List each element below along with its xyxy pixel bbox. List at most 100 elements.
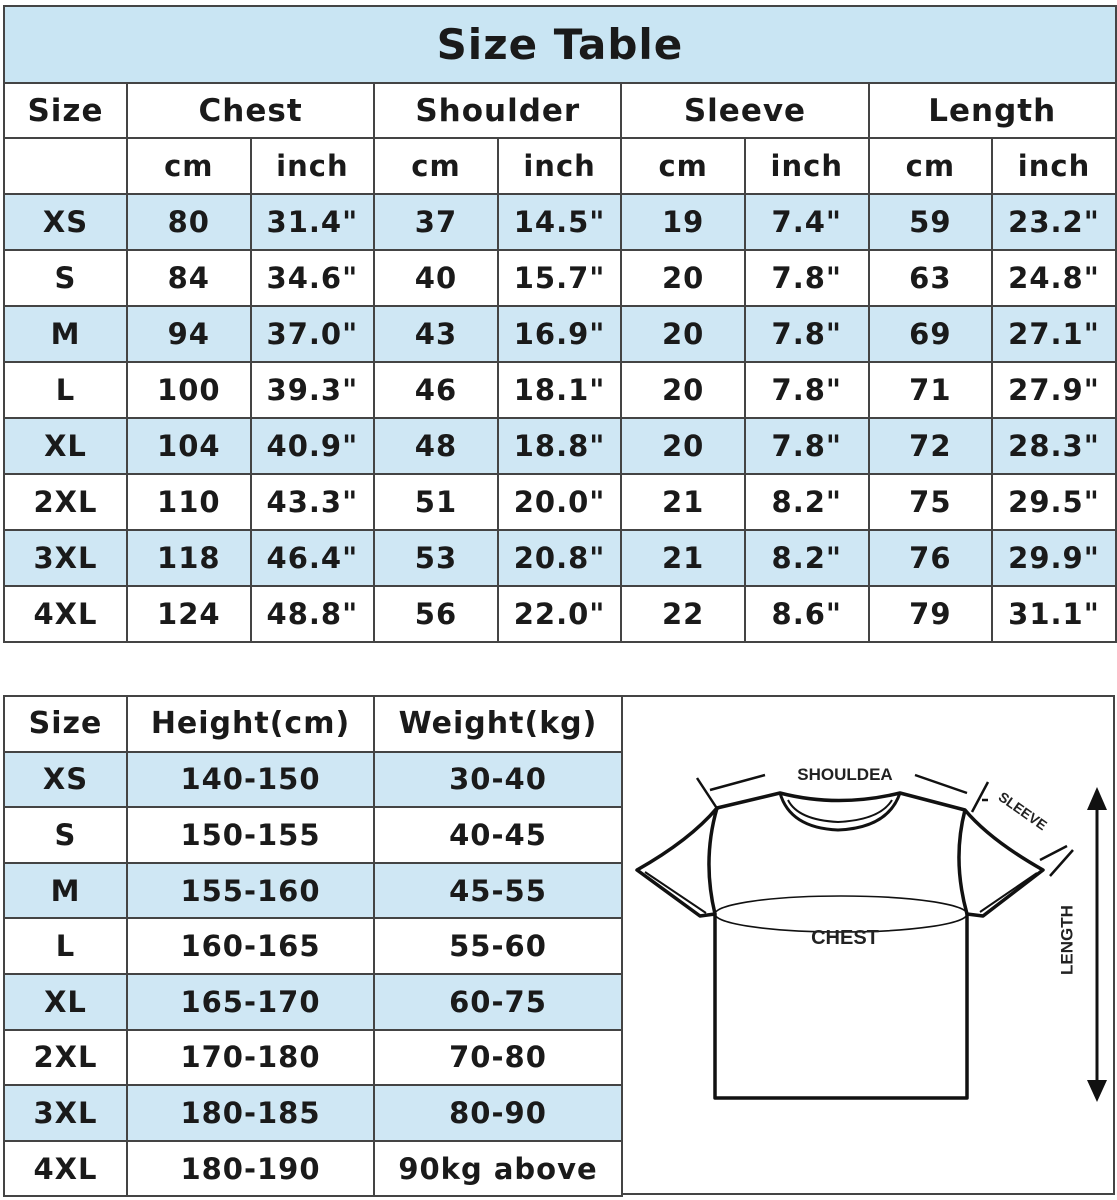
unit-label: inch: [743, 137, 870, 195]
value-cell: 28.3": [991, 417, 1117, 475]
value-cell: 84: [126, 249, 252, 307]
value-cell: 24.8": [991, 249, 1117, 307]
tshirt-diagram-panel: [621, 695, 1115, 1195]
value-cell: 20: [620, 305, 746, 363]
value-cell: 110: [126, 473, 252, 531]
value-cell: 19: [620, 193, 746, 251]
value-cell: 104: [126, 417, 252, 475]
unit-label: cm: [620, 137, 746, 195]
size-cell: XL: [3, 972, 128, 1031]
size-cell: L: [3, 917, 128, 975]
table-row: 2XL 110 43.3" 51 20.0" 21 8.2" 75 29.5": [3, 473, 1117, 531]
value-cell: 155-160: [126, 861, 375, 920]
value-cell: 170-180: [126, 1028, 375, 1087]
value-cell: 20: [620, 361, 746, 419]
table-row: S 84 34.6" 40 15.7" 20 7.8" 63 24.8": [3, 249, 1117, 307]
header-chest: Chest: [125, 82, 376, 139]
value-cell: 37: [373, 193, 499, 251]
table-row: L 100 39.3" 46 18.1" 20 7.8" 71 27.9": [3, 361, 1117, 419]
value-cell: 160-165: [126, 917, 375, 975]
size-cell: M: [3, 305, 128, 363]
value-cell: 7.8": [743, 249, 870, 307]
page-title: Size Table: [3, 5, 1117, 84]
value-cell: 45-55: [373, 861, 623, 920]
value-cell: 124: [126, 585, 252, 643]
table-row: 2XL 170-180 70-80: [3, 1028, 623, 1087]
value-cell: 72: [867, 417, 994, 475]
value-cell: 150-155: [126, 806, 375, 864]
header-sleeve: Sleeve: [620, 82, 870, 139]
value-cell: 75: [867, 473, 994, 531]
value-cell: 40-45: [373, 806, 623, 864]
value-cell: 40: [373, 249, 499, 307]
value-cell: 7.8": [743, 361, 870, 419]
size-cell: XS: [3, 750, 128, 809]
value-cell: 29.9": [991, 529, 1117, 587]
value-cell: 14.5": [496, 193, 623, 251]
value-cell: 8.2": [743, 529, 870, 587]
value-cell: 71: [867, 361, 994, 419]
value-cell: 60-75: [373, 972, 623, 1031]
unit-blank: [3, 137, 128, 195]
value-cell: 22: [620, 585, 746, 643]
table-row: L 160-165 55-60: [3, 917, 623, 975]
header-size: Size: [3, 695, 128, 753]
value-cell: 40.9": [249, 417, 376, 475]
value-cell: 118: [126, 529, 252, 587]
value-cell: 48: [373, 417, 499, 475]
value-cell: 59: [867, 193, 994, 251]
value-cell: 94: [126, 305, 252, 363]
value-cell: 100: [126, 361, 252, 419]
value-cell: 27.9": [991, 361, 1117, 419]
value-cell: 80-90: [373, 1084, 623, 1142]
value-cell: 90kg above: [373, 1139, 623, 1198]
value-cell: 22.0": [496, 585, 623, 643]
value-cell: 63: [867, 249, 994, 307]
table-row: M 94 37.0" 43 16.9" 20 7.8" 69 27.1": [3, 305, 1117, 363]
table-row: 4XL 124 48.8" 56 22.0" 22 8.6" 79 31.1": [3, 585, 1117, 643]
value-cell: 30-40: [373, 750, 623, 809]
unit-label: cm: [126, 137, 252, 195]
value-cell: 43: [373, 305, 499, 363]
value-cell: 31.4": [249, 193, 376, 251]
value-cell: 29.5": [991, 473, 1117, 531]
value-cell: 7.8": [743, 305, 870, 363]
unit-label: inch: [496, 137, 623, 195]
unit-label: cm: [373, 137, 499, 195]
header-height: Height(cm): [126, 695, 375, 753]
header-length: Length: [867, 82, 1117, 139]
value-cell: 180-190: [126, 1139, 375, 1198]
table-row: 3XL 118 46.4" 53 20.8" 21 8.2" 76 29.9": [3, 529, 1117, 587]
value-cell: 39.3": [249, 361, 376, 419]
header-weight: Weight(kg): [373, 695, 623, 753]
value-cell: 34.6": [249, 249, 376, 307]
value-cell: 21: [620, 473, 746, 531]
unit-label: cm: [867, 137, 994, 195]
size-cell: S: [3, 806, 128, 864]
size-cell: 3XL: [3, 1084, 128, 1142]
table-row: 4XL 180-190 90kg above: [3, 1139, 623, 1198]
value-cell: 46: [373, 361, 499, 419]
table-row: 3XL 180-185 80-90: [3, 1084, 623, 1142]
value-cell: 46.4": [249, 529, 376, 587]
value-cell: 18.1": [496, 361, 623, 419]
table-row: XS 140-150 30-40: [3, 750, 623, 809]
value-cell: 55-60: [373, 917, 623, 975]
value-cell: 18.8": [496, 417, 623, 475]
table-row: XL 165-170 60-75: [3, 972, 623, 1031]
value-cell: 8.2": [743, 473, 870, 531]
size-cell: XS: [3, 193, 128, 251]
value-cell: 53: [373, 529, 499, 587]
value-cell: 140-150: [126, 750, 375, 809]
value-cell: 16.9": [496, 305, 623, 363]
value-cell: 31.1": [991, 585, 1117, 643]
table-row: M 155-160 45-55: [3, 861, 623, 920]
value-cell: 8.6": [743, 585, 870, 643]
size-cell: 4XL: [3, 1139, 128, 1198]
size-cell: 3XL: [3, 529, 128, 587]
size-cell: M: [3, 861, 128, 920]
unit-label: inch: [249, 137, 376, 195]
value-cell: 43.3": [249, 473, 376, 531]
size-cell: 2XL: [3, 473, 128, 531]
